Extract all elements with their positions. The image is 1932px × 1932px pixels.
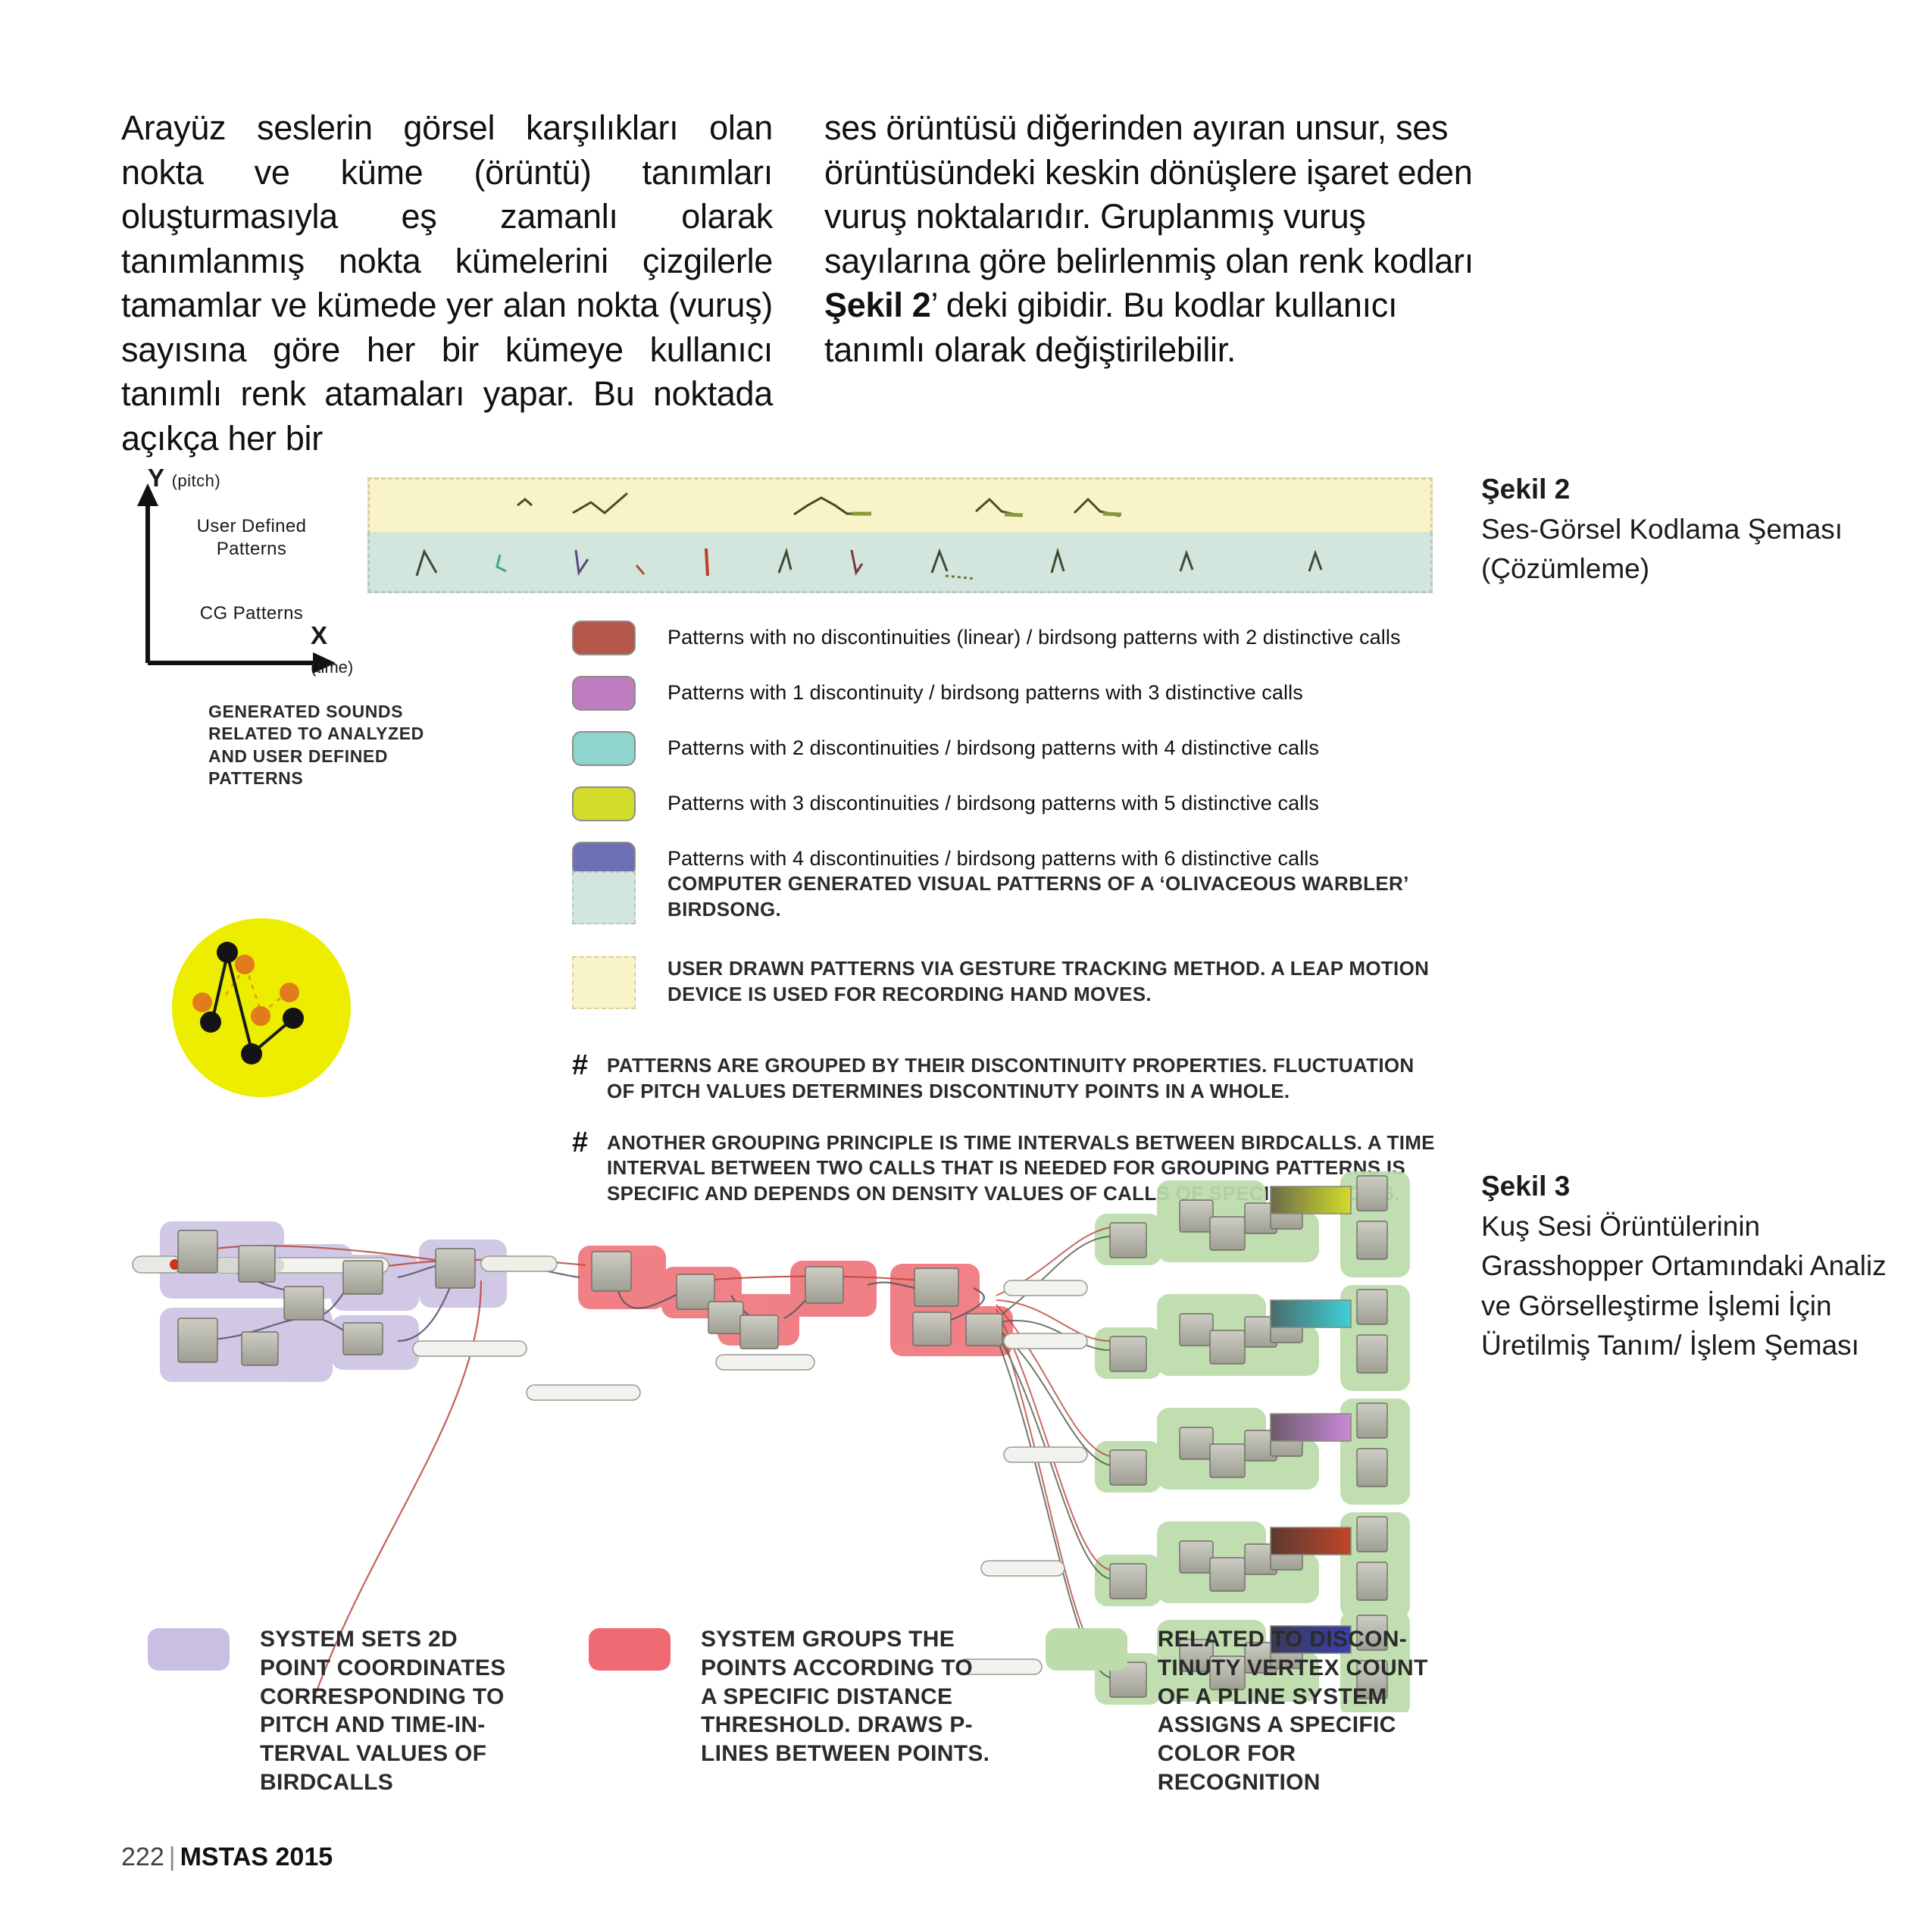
note-text-0: PATTERNS ARE GROUPED BY THEIR DISCONTINU… xyxy=(607,1054,1415,1102)
text-column-left: Arayüz seslerin görsel karşılıkları olan… xyxy=(121,106,773,461)
hash-marker-icon: # xyxy=(572,1126,589,1158)
figure2-caption-title: Şekil 2 xyxy=(1481,474,1571,505)
upper-band-axis-label: User Defined Patterns xyxy=(196,516,307,560)
figure3-swatch-2 xyxy=(1045,1628,1127,1671)
legend-row: Patterns with no discontinuities (linear… xyxy=(572,610,1436,665)
figure3-legend-label-0: SYSTEM SETS 2D POINT COORDINATES CORRESP… xyxy=(260,1627,506,1795)
generated-sounds-note: GENERATED SOUNDS RELATED TO ANALYZED AND… xyxy=(208,702,424,789)
page-number: 222 xyxy=(121,1843,164,1871)
legend-swatch-0 xyxy=(572,620,636,655)
legend-row: Patterns with 1 discontinuity / birdsong… xyxy=(572,665,1436,721)
figure3-legend-label-2: RELATED TO DISCON-TINUTY VERTEX COUNT OF… xyxy=(1157,1627,1428,1795)
footer-separator: | xyxy=(168,1843,176,1871)
lower-band-axis-label: CG Patterns xyxy=(199,603,304,624)
page-footer: 222 | MSTAS 2015 xyxy=(121,1843,333,1872)
legend-swatch-2 xyxy=(572,730,636,766)
figure3-caption: Şekil 3 Kuş Sesi Örüntülerinin Grasshopp… xyxy=(1481,1167,1905,1366)
grasshopper-canvas-svg xyxy=(132,1171,1410,1712)
legend-row: Patterns with 4 discontinuities / birdso… xyxy=(572,831,1436,886)
figure2-caption-body: Ses-Görsel Kodlama Şeması (Çözümleme) xyxy=(1481,513,1843,585)
figure2-diagram: Y (pitch) X (time) User Defined Patterns… xyxy=(125,464,1436,1205)
gradient-bar-4 xyxy=(1270,1625,1352,1654)
gradient-swatch-bars xyxy=(1270,1186,1352,1654)
figure3-grasshopper-diagram xyxy=(125,1167,1458,1712)
figure3-swatch-0 xyxy=(148,1628,230,1671)
note-text-1: ANOTHER GROUPING PRINCIPLE IS TIME INTER… xyxy=(607,1130,1435,1205)
axis-lines-svg xyxy=(137,483,336,674)
figure3-legend-item-red: SYSTEM GROUPS THE POINTS ACCORDING TO A … xyxy=(588,1625,991,1797)
gradient-bar-0 xyxy=(1270,1186,1352,1215)
cg-pattern-strokes-svg xyxy=(415,547,1323,580)
paragraph-right: ses örüntüsü diğerinden ayıran unsur, se… xyxy=(824,106,1476,372)
legend-label-1: Patterns with 1 discontinuity / birdsong… xyxy=(667,681,1303,704)
legend-label-4: Patterns with 4 discontinuities / birdso… xyxy=(667,847,1320,870)
figure2-band-legend: COMPUTER GENERATED VISUAL PATTERNS OF A … xyxy=(572,871,1443,1041)
paragraph-left: Arayüz seslerin görsel karşılıkları olan… xyxy=(121,108,773,458)
band-label-cg: COMPUTER GENERATED VISUAL PATTERNS OF A … xyxy=(667,872,1408,921)
figure3-legend-item-purple: SYSTEM SETS 2D POINT COORDINATES CORRESP… xyxy=(148,1625,534,1797)
note-row: # PATTERNS ARE GROUPED BY THEIR DISCONTI… xyxy=(572,1049,1443,1105)
user-drawn-patterns-band xyxy=(367,477,1433,534)
legend-swatch-3 xyxy=(572,786,636,821)
band-swatch-cg xyxy=(572,871,636,924)
figure3-caption-body: Kuş Sesi Örüntülerinin Grasshopper Ortam… xyxy=(1481,1210,1887,1361)
figure2-notes: # PATTERNS ARE GROUPED BY THEIR DISCONTI… xyxy=(572,1049,1443,1233)
figure3-legend: SYSTEM SETS 2D POINT COORDINATES CORRESP… xyxy=(148,1625,1436,1797)
legend-swatch-4 xyxy=(572,841,636,877)
y-axis-label: Y (pitch) xyxy=(148,464,221,492)
x-axis-label: X (time) xyxy=(311,621,354,677)
legend-label-0: Patterns with no discontinuities (linear… xyxy=(667,626,1401,649)
legend-label-3: Patterns with 3 discontinuities / birdso… xyxy=(667,792,1320,814)
figure3-legend-item-green: RELATED TO DISCON-TINUTY VERTEX COUNT OF… xyxy=(1045,1625,1436,1797)
note-row: # ANOTHER GROUPING PRINCIPLE IS TIME INT… xyxy=(572,1126,1443,1207)
paragraph-right-pre: ses örüntüsü diğerinden ayıran unsur, se… xyxy=(824,108,1474,280)
band-legend-row: USER DRAWN PATTERNS VIA GESTURE TRACKING… xyxy=(572,956,1443,1009)
legend-row: Patterns with 3 discontinuities / birdso… xyxy=(572,776,1436,831)
user-pattern-strokes-svg xyxy=(517,492,1122,517)
figure2-caption: Şekil 2 Ses-Görsel Kodlama Şeması (Çözüm… xyxy=(1481,470,1905,589)
article-body: Arayüz seslerin görsel karşılıkları olan… xyxy=(121,106,1477,461)
gradient-bar-1 xyxy=(1270,1299,1352,1328)
figure-reference: Şekil 2 xyxy=(824,286,931,324)
figure2-axes: Y (pitch) X (time) User Defined Patterns… xyxy=(125,464,367,689)
band-label-user: USER DRAWN PATTERNS VIA GESTURE TRACKING… xyxy=(667,957,1430,1005)
figure3-swatch-1 xyxy=(588,1628,671,1671)
journal-name: MSTAS 2015 xyxy=(180,1843,333,1871)
gradient-bar-2 xyxy=(1270,1413,1352,1442)
legend-row: Patterns with 2 discontinuities / birdso… xyxy=(572,721,1436,776)
figure3-caption-title: Şekil 3 xyxy=(1481,1171,1571,1202)
cg-patterns-band xyxy=(367,532,1433,593)
figure3-legend-label-1: SYSTEM GROUPS THE POINTS ACCORDING TO A … xyxy=(700,1627,990,1767)
legend-label-2: Patterns with 2 discontinuities / birdso… xyxy=(667,736,1320,759)
legend-swatch-1 xyxy=(572,675,636,711)
text-column-right: ses örüntüsü diğerinden ayıran unsur, se… xyxy=(824,106,1476,461)
hash-marker-icon: # xyxy=(572,1049,589,1081)
gradient-bar-3 xyxy=(1270,1527,1352,1555)
band-swatch-user xyxy=(572,956,636,1009)
band-legend-row: COMPUTER GENERATED VISUAL PATTERNS OF A … xyxy=(572,871,1443,924)
paragraph-right-post: ’ deki gibidir. Bu kodlar kullanıcı tanı… xyxy=(824,286,1398,369)
point-cluster-circle-icon xyxy=(172,918,351,1097)
figure2-color-legend: Patterns with no discontinuities (linear… xyxy=(572,610,1436,886)
